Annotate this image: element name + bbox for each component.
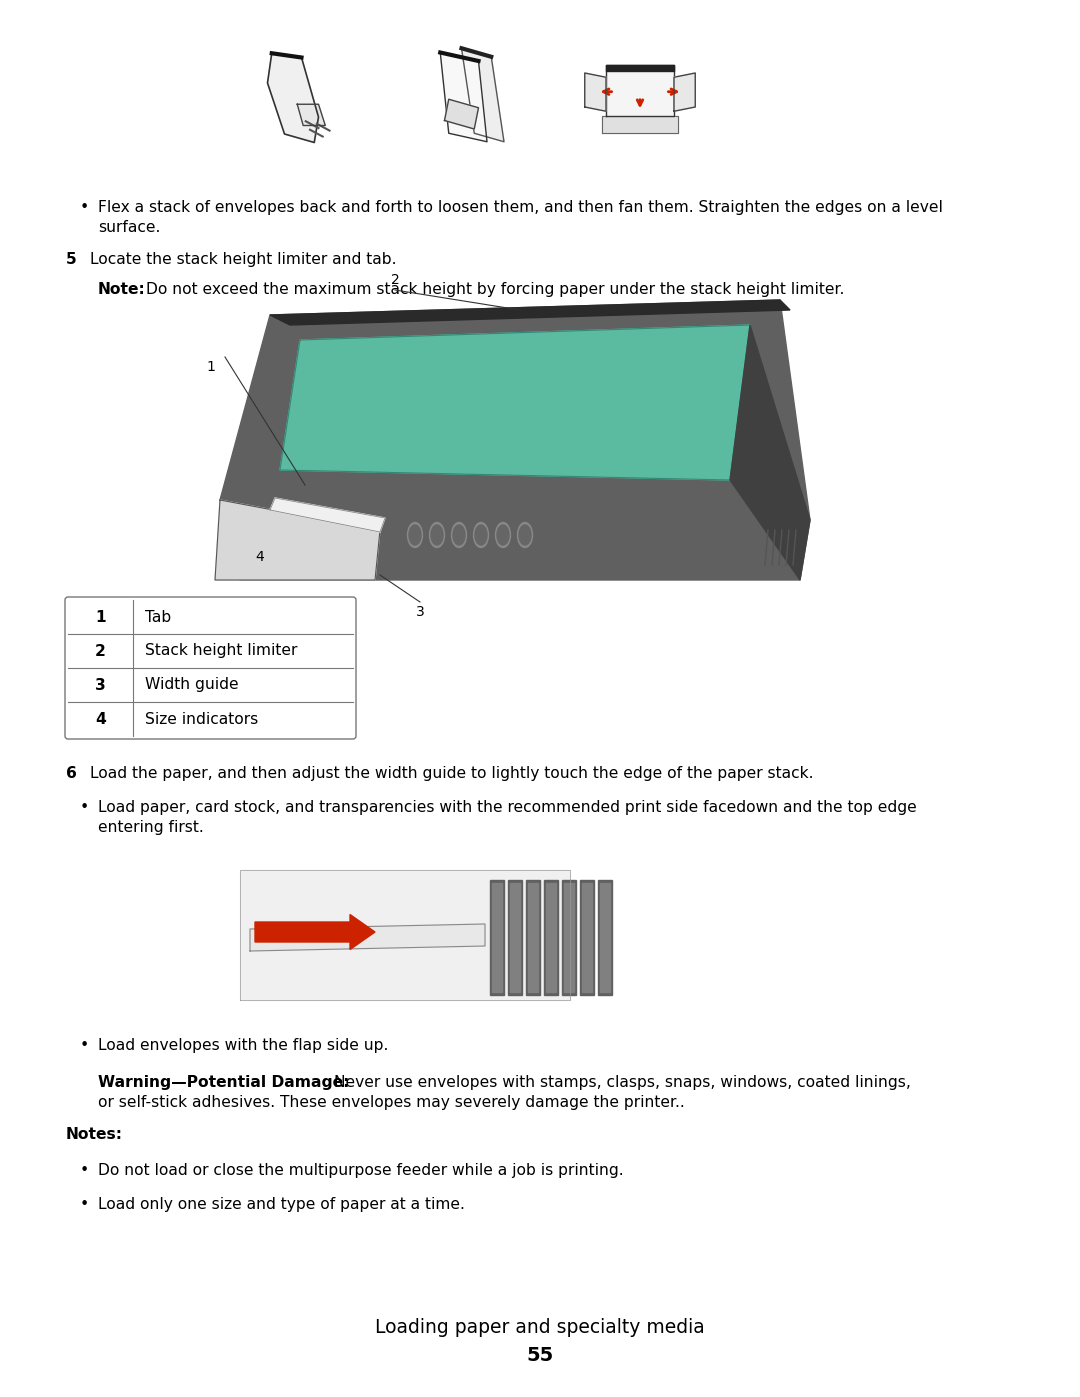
Ellipse shape <box>431 525 443 545</box>
Polygon shape <box>240 870 570 1000</box>
Text: 5: 5 <box>66 251 77 267</box>
Text: Load the paper, and then adjust the width guide to lightly touch the edge of the: Load the paper, and then adjust the widt… <box>90 766 813 781</box>
Ellipse shape <box>496 522 511 548</box>
Text: 1: 1 <box>95 609 106 624</box>
Text: Notes:: Notes: <box>66 1127 123 1141</box>
Polygon shape <box>215 500 380 580</box>
Text: Warning—Potential Damage:: Warning—Potential Damage: <box>98 1076 349 1090</box>
Ellipse shape <box>497 525 509 545</box>
Text: Never use envelopes with stamps, clasps, snaps, windows, coated linings,: Never use envelopes with stamps, clasps,… <box>334 1076 910 1090</box>
Polygon shape <box>297 105 325 126</box>
Polygon shape <box>600 883 610 992</box>
Text: Width guide: Width guide <box>145 678 239 693</box>
Ellipse shape <box>475 525 487 545</box>
Text: 6: 6 <box>66 766 77 781</box>
Text: entering first.: entering first. <box>98 820 204 835</box>
Text: or self-stick adhesives. These envelopes may severely damage the printer..: or self-stick adhesives. These envelopes… <box>98 1095 685 1111</box>
Text: Load paper, card stock, and transparencies with the recommended print side faced: Load paper, card stock, and transparenci… <box>98 800 917 814</box>
Text: Stack height limiter: Stack height limiter <box>145 644 297 658</box>
Text: 4: 4 <box>95 711 106 726</box>
Polygon shape <box>508 880 522 995</box>
Text: surface.: surface. <box>98 219 160 235</box>
Text: Tab: Tab <box>145 609 172 624</box>
Polygon shape <box>526 880 540 995</box>
Ellipse shape <box>451 522 467 548</box>
Polygon shape <box>606 64 674 71</box>
Text: 2: 2 <box>95 644 106 658</box>
FancyBboxPatch shape <box>65 597 356 739</box>
Text: 2: 2 <box>391 272 400 286</box>
Polygon shape <box>445 99 478 129</box>
Ellipse shape <box>430 522 445 548</box>
Polygon shape <box>490 880 504 995</box>
Polygon shape <box>528 883 538 992</box>
Text: •: • <box>80 1038 90 1053</box>
Ellipse shape <box>409 525 421 545</box>
Text: •: • <box>80 200 90 215</box>
Text: •: • <box>80 1162 90 1178</box>
Polygon shape <box>461 49 504 141</box>
Polygon shape <box>270 497 384 532</box>
Text: •: • <box>80 800 90 814</box>
Ellipse shape <box>519 525 531 545</box>
Polygon shape <box>562 880 576 995</box>
Text: 3: 3 <box>416 605 424 619</box>
FancyArrow shape <box>255 915 375 950</box>
Text: Do not exceed the maximum stack height by forcing paper under the stack height l: Do not exceed the maximum stack height b… <box>146 282 845 298</box>
Ellipse shape <box>517 522 532 548</box>
Polygon shape <box>220 300 810 580</box>
Polygon shape <box>546 883 556 992</box>
Text: •: • <box>80 1197 90 1213</box>
Text: Do not load or close the multipurpose feeder while a job is printing.: Do not load or close the multipurpose fe… <box>98 1162 623 1178</box>
Text: Note:: Note: <box>98 282 146 298</box>
Text: Load only one size and type of paper at a time.: Load only one size and type of paper at … <box>98 1197 464 1213</box>
Polygon shape <box>598 880 612 995</box>
Polygon shape <box>564 883 573 992</box>
Polygon shape <box>582 883 592 992</box>
Text: 3: 3 <box>95 678 106 693</box>
Polygon shape <box>510 883 519 992</box>
Ellipse shape <box>453 525 465 545</box>
Text: Load envelopes with the flap side up.: Load envelopes with the flap side up. <box>98 1038 389 1053</box>
Polygon shape <box>602 116 678 133</box>
Polygon shape <box>544 880 558 995</box>
Polygon shape <box>674 73 696 112</box>
Text: 4: 4 <box>255 550 264 564</box>
Text: Flex a stack of envelopes back and forth to loosen them, and then fan them. Stra: Flex a stack of envelopes back and forth… <box>98 200 943 215</box>
Text: Size indicators: Size indicators <box>145 711 258 726</box>
Polygon shape <box>584 73 606 112</box>
Polygon shape <box>606 64 674 116</box>
Polygon shape <box>280 326 750 481</box>
Polygon shape <box>580 880 594 995</box>
Polygon shape <box>249 923 485 951</box>
Ellipse shape <box>473 522 488 548</box>
Polygon shape <box>268 53 319 142</box>
Text: Locate the stack height limiter and tab.: Locate the stack height limiter and tab. <box>90 251 396 267</box>
Polygon shape <box>270 300 789 326</box>
Text: 55: 55 <box>526 1345 554 1365</box>
Ellipse shape <box>407 522 422 548</box>
Text: 1: 1 <box>206 360 215 374</box>
Text: Loading paper and specialty media: Loading paper and specialty media <box>375 1317 705 1337</box>
Polygon shape <box>730 326 810 580</box>
Polygon shape <box>492 883 502 992</box>
Polygon shape <box>441 53 487 141</box>
